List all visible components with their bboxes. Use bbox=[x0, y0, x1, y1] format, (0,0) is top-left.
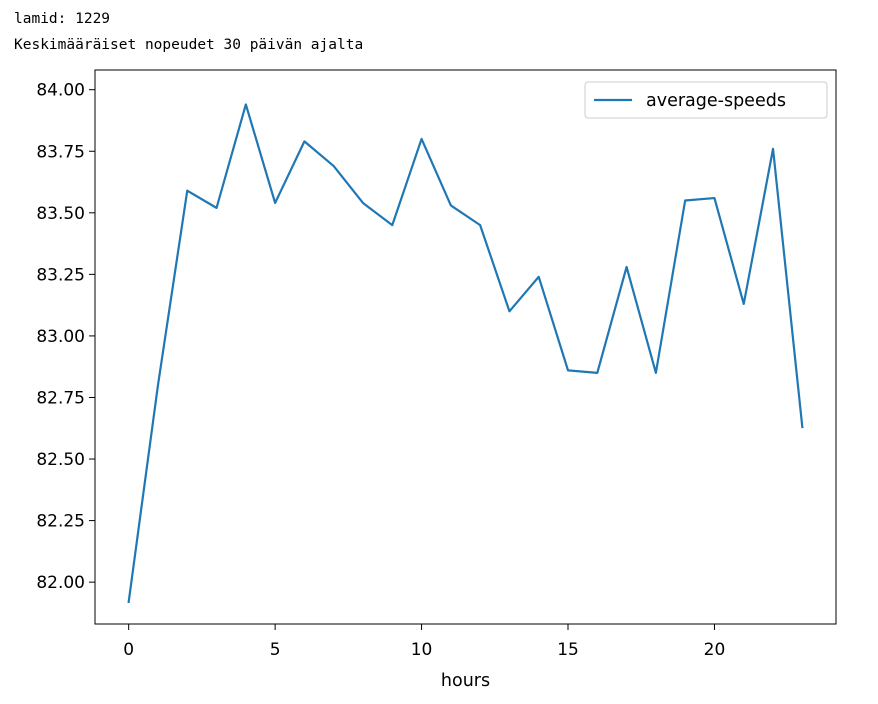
y-tick-label: 82.75 bbox=[36, 388, 85, 408]
cell-output-text: lamid: 1229 Keskimääräiset nopeudet 30 p… bbox=[14, 6, 363, 58]
x-tick-label: 10 bbox=[411, 640, 433, 660]
y-tick-label: 82.25 bbox=[36, 512, 85, 532]
y-tick-label: 83.75 bbox=[36, 142, 85, 162]
plot-lines bbox=[127, 103, 804, 604]
x-tick-label: 5 bbox=[270, 640, 281, 660]
y-tick-label: 83.50 bbox=[36, 204, 85, 224]
output-line-description: Keskimääräiset nopeudet 30 päivän ajalta bbox=[14, 37, 364, 53]
x-axis-label: hours bbox=[441, 671, 490, 691]
x-tick-label: 0 bbox=[123, 640, 134, 660]
legend-label: average-speeds bbox=[646, 91, 786, 111]
x-tick-label: 15 bbox=[557, 640, 579, 660]
output-line-lamid: lamid: 1229 bbox=[14, 11, 111, 27]
legend: average-speeds bbox=[584, 81, 828, 119]
series-line-average-speeds bbox=[127, 103, 804, 604]
x-axis-ticks: 0 5 10 15 20 bbox=[123, 624, 725, 660]
axes-frame bbox=[94, 69, 837, 625]
y-tick-label: 82.00 bbox=[36, 573, 85, 593]
x-tick-label: 20 bbox=[704, 640, 726, 660]
y-axis-ticks: 82.00 82.25 82.50 82.75 83.00 83.25 83.50 83.75… bbox=[36, 81, 95, 593]
y-tick-label: 83.00 bbox=[36, 327, 85, 347]
y-tick-label: 82.50 bbox=[36, 450, 85, 470]
y-tick-label: 84.00 bbox=[36, 81, 85, 101]
y-tick-label: 83.25 bbox=[36, 265, 85, 285]
legend-box bbox=[584, 81, 828, 119]
